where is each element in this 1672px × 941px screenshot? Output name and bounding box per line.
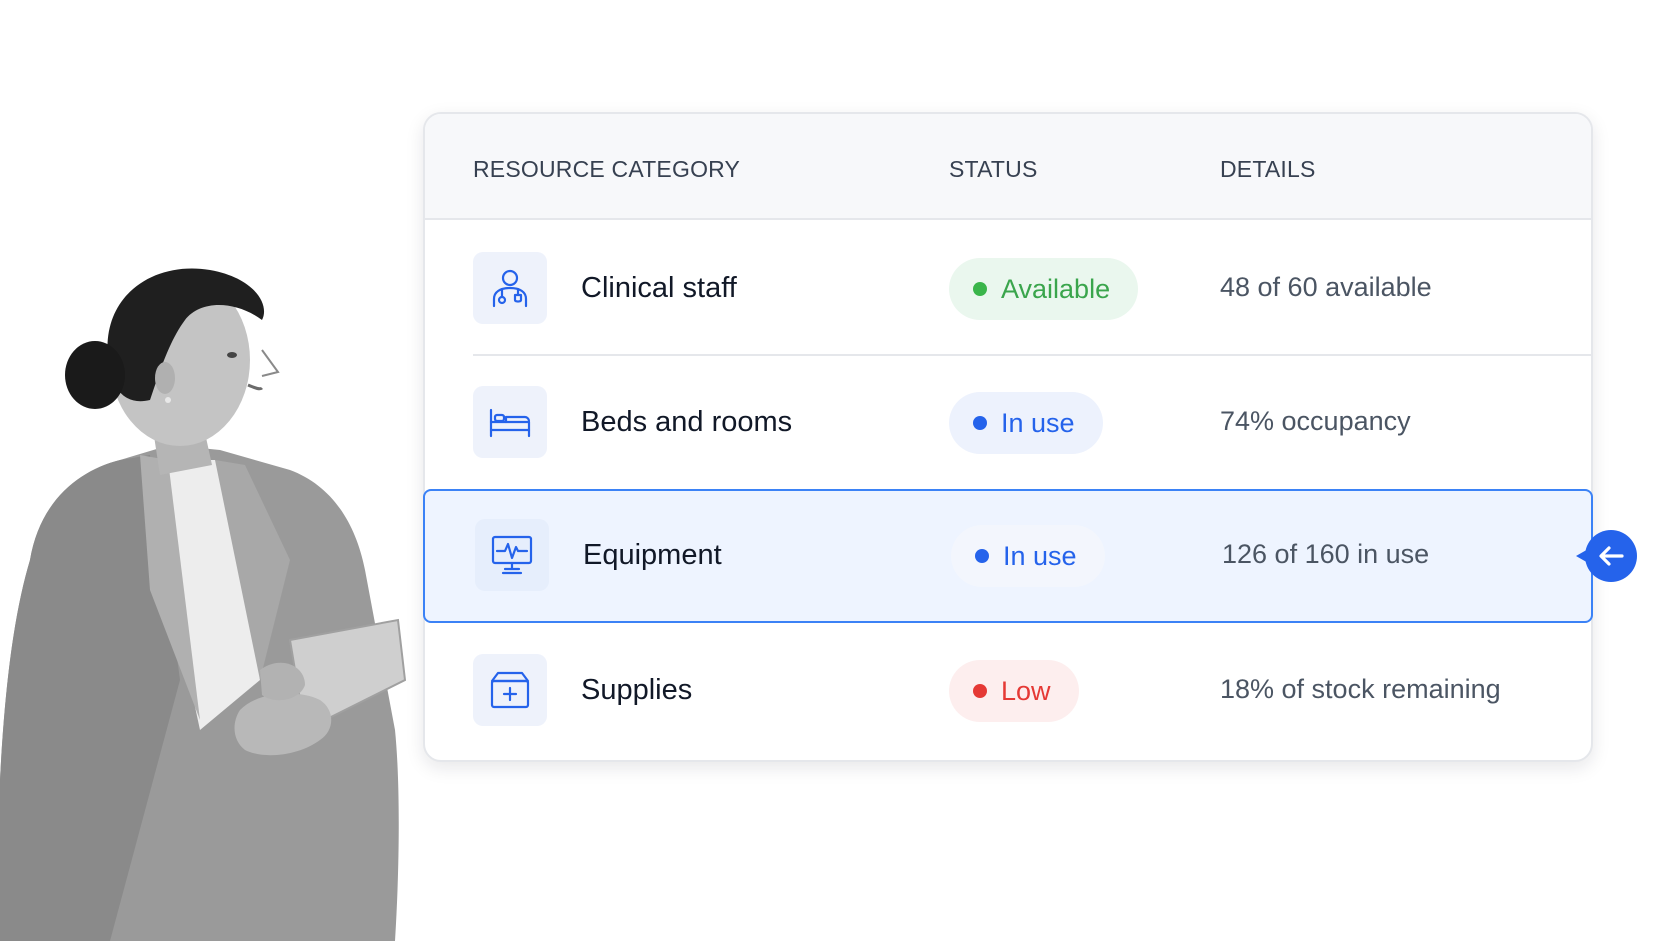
status-label: In use xyxy=(1003,540,1077,571)
row-name: Beds and rooms xyxy=(581,406,793,438)
status-badge: Low xyxy=(949,660,1079,722)
header-details: DETAILS xyxy=(1220,156,1316,182)
bed-icon xyxy=(473,386,547,458)
row-name: Supplies xyxy=(581,674,693,706)
row-name: Clinical staff xyxy=(581,272,737,304)
status-dot xyxy=(973,684,987,698)
table-header: RESOURCE CATEGORY STATUS DETAILS xyxy=(425,114,1591,220)
row-details: 48 of 60 available xyxy=(1220,272,1432,302)
status-badge: In use xyxy=(951,525,1105,587)
status-dot xyxy=(973,282,987,296)
status-label: Available xyxy=(1001,273,1111,304)
row-details: 126 of 160 in use xyxy=(1222,539,1430,569)
status-badge: Available xyxy=(949,258,1139,320)
arrow-left-icon[interactable] xyxy=(1576,529,1638,583)
status-label: Low xyxy=(1001,675,1051,706)
table-row-clinical-staff[interactable]: Clinical staff Available 48 of 60 availa… xyxy=(425,222,1591,356)
header-status: STATUS xyxy=(949,156,1038,182)
status-dot xyxy=(973,416,987,430)
header-resource-category: RESOURCE CATEGORY xyxy=(473,156,741,182)
row-name: Equipment xyxy=(583,539,722,571)
table-row-beds-and-rooms[interactable]: Beds and rooms In use 74% occupancy xyxy=(425,356,1591,490)
table-row-supplies[interactable]: Supplies Low 18% of stock remaining xyxy=(425,624,1591,758)
status-dot xyxy=(975,549,989,563)
clinician-icon xyxy=(473,252,547,324)
row-details: 74% occupancy xyxy=(1220,406,1411,436)
monitor-icon xyxy=(475,519,549,591)
status-badge: In use xyxy=(949,392,1103,454)
resource-table-card: RESOURCE CATEGORY STATUS DETAILS Clinica… xyxy=(423,112,1593,762)
person-photo xyxy=(0,268,407,941)
row-details: 18% of stock remaining xyxy=(1220,674,1501,704)
table-row-equipment[interactable]: Equipment In use 126 of 160 in use xyxy=(423,489,1593,623)
status-label: In use xyxy=(1001,407,1075,438)
medical-kit-icon xyxy=(473,654,547,726)
row-divider xyxy=(473,354,1591,356)
